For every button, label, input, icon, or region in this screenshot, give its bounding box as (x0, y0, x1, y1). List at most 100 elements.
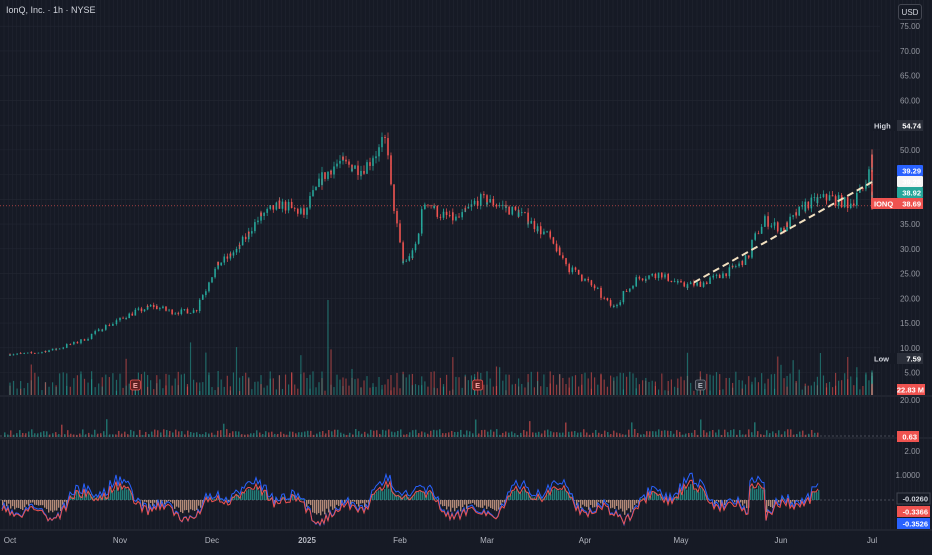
indicator-bar (214, 435, 216, 437)
volume-bar (193, 380, 194, 395)
candle-body (291, 205, 293, 208)
y-tick-label: 30.00 (900, 245, 921, 254)
x-tick-label: Dec (205, 536, 219, 545)
candle-body (297, 209, 299, 214)
oscillator-bar (442, 500, 443, 506)
volume-bar (865, 374, 866, 395)
oscillator-bar (126, 489, 127, 500)
candle-body (534, 221, 536, 229)
candle-body (387, 138, 389, 155)
volume-bar (719, 374, 720, 395)
volume-bar (502, 381, 503, 395)
oscillator-bar (422, 492, 423, 500)
candle-body (333, 166, 335, 174)
oscillator-bar (36, 500, 37, 505)
candle-body (70, 344, 72, 345)
candle-body (141, 308, 143, 311)
oscillator-bar (690, 484, 691, 500)
indicator-bar (226, 429, 228, 437)
oscillator-bar (626, 500, 627, 510)
oscillator-bar (52, 500, 53, 512)
volume-bar (814, 382, 815, 395)
candle-body (23, 353, 25, 354)
volume-bar (354, 379, 355, 395)
oscillator-bar (428, 492, 429, 500)
oscillator-bar (112, 493, 113, 500)
volume-bar (84, 379, 85, 395)
candle-body (680, 281, 682, 282)
candle-body (826, 199, 828, 200)
oscillator-bar (566, 492, 567, 500)
candle-body (73, 342, 75, 344)
oscillator-bar (56, 500, 57, 511)
volume-bar (793, 360, 794, 395)
indicator-bar (610, 434, 612, 437)
indicator-bar (367, 434, 369, 437)
price-label-value: 39.29 (902, 167, 921, 176)
candle-body (233, 252, 235, 255)
volume-bar (437, 388, 438, 395)
oscillator-bar (592, 500, 593, 508)
indicator-bar (361, 434, 363, 437)
candle-body (748, 255, 750, 257)
volume-bar (738, 380, 739, 395)
volume-bar (648, 382, 649, 395)
volume-bar (594, 377, 595, 395)
indicator-bar (448, 432, 450, 437)
volume-bar (521, 384, 522, 395)
oscillator-bar (526, 492, 527, 500)
candle-body (217, 262, 219, 265)
oscillator-bar (520, 493, 521, 500)
indicator-bar (193, 433, 195, 437)
oscillator-bar (58, 500, 59, 508)
volume-bar (871, 384, 872, 395)
oscillator-bar (490, 500, 491, 508)
oscillator-bar (584, 500, 585, 506)
candle-body (119, 318, 121, 320)
oscillator-bar (356, 500, 357, 504)
volume-bar (306, 378, 307, 395)
candle-body (279, 201, 281, 209)
candle-body (814, 197, 816, 198)
indicator-bar (283, 434, 285, 437)
oscillator-bar (484, 500, 485, 506)
symbol-header[interactable]: IonQ, Inc. · 1h · NYSE (6, 5, 96, 15)
candle-body (729, 267, 731, 276)
indicator-bar (781, 434, 783, 437)
oscillator-bar (622, 500, 623, 511)
volume-bar (572, 376, 573, 395)
oscillator-bar (466, 500, 467, 509)
indicator-bar (706, 433, 708, 437)
oscillator-bar (382, 491, 383, 500)
volume-bar (684, 380, 685, 395)
candle-body (683, 282, 685, 286)
candle-body (409, 256, 411, 261)
indicator-bar (778, 430, 780, 437)
indicator-bar (79, 434, 81, 437)
volume-bar (159, 379, 160, 395)
volume-bar (372, 383, 373, 395)
volume-bar (748, 376, 749, 395)
volume-bar (853, 385, 854, 395)
volume-bar (31, 364, 32, 395)
oscillator-bar (514, 491, 515, 500)
candle-body (502, 205, 504, 206)
volume-bar (777, 357, 778, 395)
volume-bar (239, 391, 240, 395)
indicator-bar (190, 432, 192, 437)
candle-body (530, 221, 532, 224)
volume-bar (360, 388, 361, 395)
candle-body (832, 195, 834, 196)
currency-button[interactable]: USD (898, 4, 922, 20)
oscillator-bar (26, 500, 27, 504)
volume-bar (345, 379, 346, 395)
oscillator-bar (698, 492, 699, 500)
candle-body (847, 202, 849, 208)
volume-bar (751, 382, 752, 395)
volume-bar (102, 387, 103, 395)
indicator-bar (550, 431, 552, 437)
indicator-bar (52, 433, 54, 437)
indicator-bar (223, 424, 225, 437)
